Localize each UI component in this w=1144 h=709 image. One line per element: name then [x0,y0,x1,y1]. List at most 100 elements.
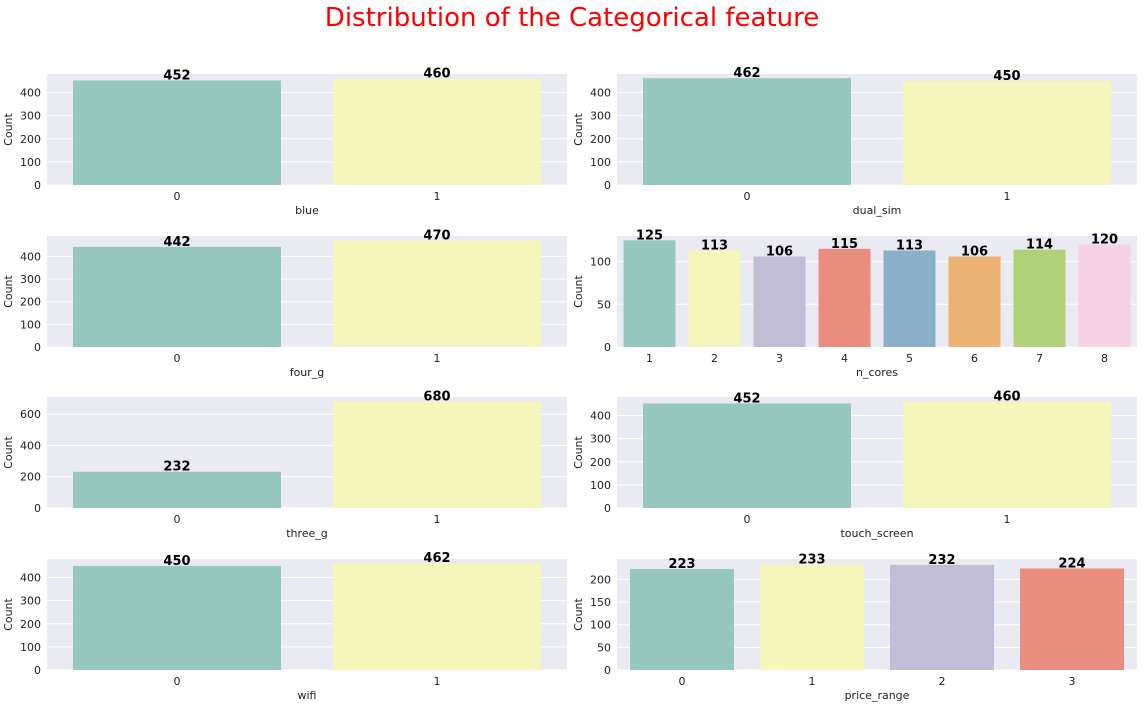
chart-panel-dual_sim: 0 100 200 300 400 462 0 450 1 dual_sim Count [572,66,1137,217]
x-tick-label: 6 [971,352,978,365]
y-tick-label: 0 [34,179,41,192]
data-label: 442 [163,235,190,250]
data-label: 120 [1091,233,1118,248]
bar-wifi-0 [73,565,281,670]
x-tick-label: 0 [744,513,751,526]
data-label: 114 [1026,238,1053,253]
x-tick-label: 0 [174,513,181,526]
bar-touch_screen-1 [903,401,1111,508]
y-tick-label: 100 [20,156,41,169]
y-tick-label: 200 [590,573,611,586]
y-axis-label: Count [2,597,15,630]
x-tick-label: 1 [1004,513,1011,526]
data-label: 113 [701,239,728,254]
bar-dual_sim-0 [643,78,851,185]
bar-price_range-1 [760,564,864,670]
y-tick-label: 200 [20,133,41,146]
chart-panel-wifi: 0 100 200 300 400 450 0 462 1 wifi Count [2,551,567,702]
figure-title: Distribution of the Categorical feature [324,3,820,33]
y-tick-label: 400 [20,87,41,100]
y-tick-label: 300 [590,433,611,446]
y-axis-label: Count [572,112,585,145]
data-label: 680 [423,390,450,405]
y-axis-label: Count [572,597,585,630]
y-tick-label: 400 [20,572,41,585]
y-tick-label: 0 [34,341,41,354]
data-label: 452 [733,391,760,406]
y-axis-label: Count [572,435,585,468]
y-tick-label: 200 [20,296,41,309]
bar-n_cores-1 [623,240,676,347]
x-axis-label: touch_screen [840,527,913,540]
x-tick-label: 0 [174,190,181,203]
chart-panel-n_cores: 0 50 100 125 1 113 2 106 3 115 4 113 5 106 6 114 7 120 8 n_… [572,228,1137,379]
data-label: 224 [1058,557,1085,572]
y-axis-label: Count [2,435,15,468]
x-axis-label: dual_sim [853,204,902,217]
y-tick-label: 0 [604,341,611,354]
data-label: 106 [961,244,988,259]
x-tick-label: 0 [174,352,181,365]
y-tick-label: 300 [20,110,41,123]
x-tick-label: 2 [711,352,718,365]
chart-panel-four_g: 0 100 200 300 400 442 0 470 1 four_g Count [2,229,567,379]
data-label: 115 [831,237,858,252]
data-label: 233 [798,552,825,567]
y-tick-label: 100 [590,156,611,169]
bar-n_cores-7 [1013,249,1066,347]
y-tick-label: 200 [590,456,611,469]
data-label: 223 [668,557,695,572]
y-tick-label: 0 [604,502,611,515]
y-tick-label: 50 [597,298,611,311]
y-tick-label: 400 [20,250,41,263]
y-tick-label: 0 [34,664,41,677]
x-axis-label: price_range [845,689,910,702]
bar-three_g-0 [73,471,281,508]
y-tick-label: 400 [590,87,611,100]
data-label: 106 [766,244,793,259]
data-label: 113 [896,239,923,254]
y-tick-label: 200 [590,133,611,146]
data-label: 125 [636,228,663,243]
y-tick-label: 50 [597,641,611,654]
x-axis-label: n_cores [856,366,898,379]
y-tick-label: 600 [20,408,41,421]
data-label: 462 [733,66,760,81]
bar-three_g-1 [333,401,541,508]
chart-panel-blue: 0 100 200 300 400 452 0 460 1 blue Count [2,67,567,217]
data-label: 462 [423,551,450,566]
y-tick-label: 100 [20,318,41,331]
y-axis-label: Count [572,274,585,307]
y-tick-label: 400 [20,439,41,452]
y-axis-label: Count [2,112,15,145]
y-tick-label: 200 [20,471,41,484]
x-tick-label: 3 [1069,675,1076,688]
x-tick-label: 1 [434,675,441,688]
bar-n_cores-4 [818,248,871,347]
bar-blue-0 [73,80,281,185]
y-tick-label: 300 [20,595,41,608]
y-tick-label: 200 [20,618,41,631]
x-axis-label: blue [295,204,319,217]
bar-dual_sim-1 [903,80,1111,185]
x-tick-label: 7 [1036,352,1043,365]
bar-n_cores-2 [688,250,741,347]
x-tick-label: 0 [744,190,751,203]
bar-touch_screen-0 [643,403,851,508]
data-label: 232 [928,553,955,568]
y-tick-label: 0 [604,664,611,677]
data-label: 460 [993,390,1020,405]
y-tick-label: 400 [590,410,611,423]
x-tick-label: 1 [809,675,816,688]
chart-panel-three_g: 0 200 400 600 232 0 680 1 three_g Count [2,390,567,540]
bar-n_cores-8 [1078,244,1131,347]
bar-blue-1 [333,78,541,185]
bar-four_g-1 [333,240,541,347]
data-label: 450 [163,554,190,569]
x-tick-label: 1 [434,190,441,203]
data-label: 232 [163,460,190,475]
y-tick-label: 150 [590,596,611,609]
bar-n_cores-5 [883,250,936,347]
y-tick-label: 100 [590,256,611,269]
